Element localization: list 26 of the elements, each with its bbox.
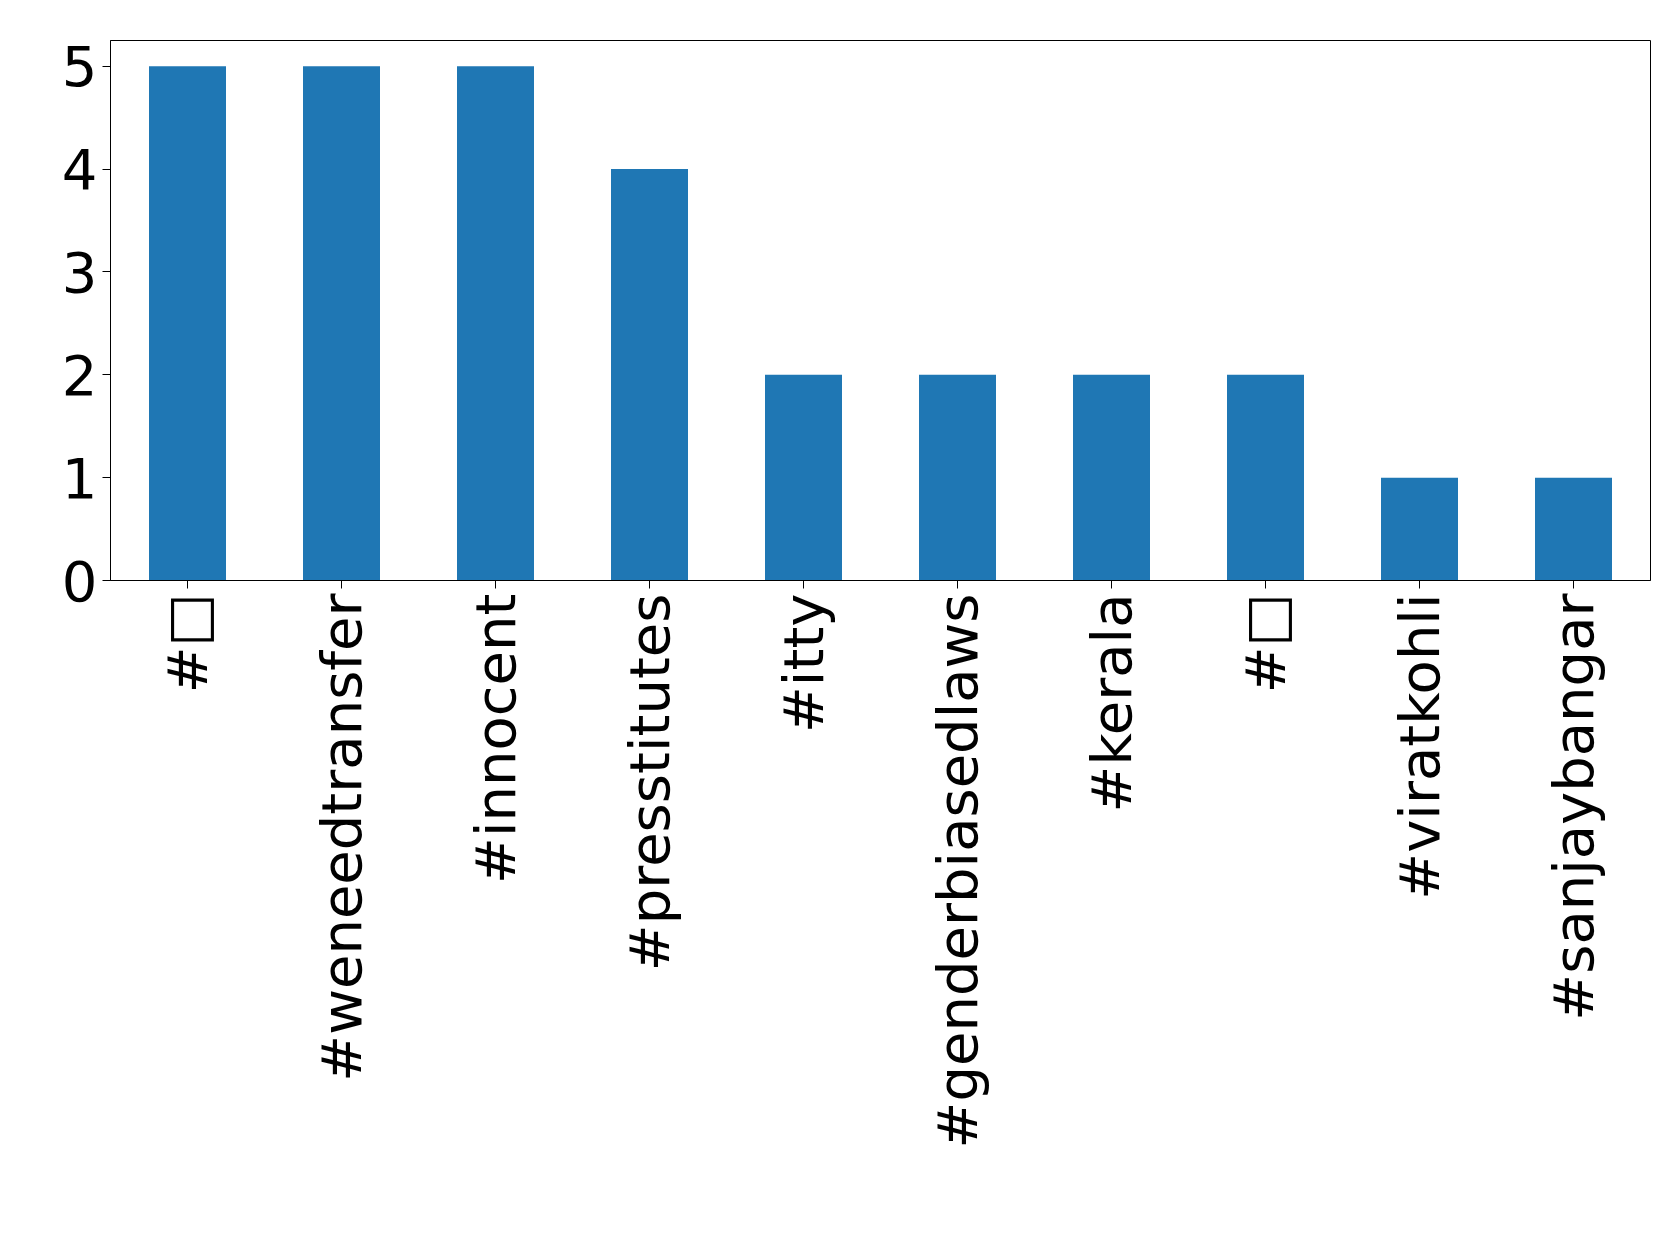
x-tick-label: #weneedtransfer [309, 592, 374, 1082]
y-tick-label: 5 [61, 34, 98, 100]
bar [611, 169, 688, 581]
bar [303, 66, 380, 581]
x-tick-label: #presstitutes [617, 593, 682, 972]
x-tick-label: #innocent [463, 593, 528, 884]
x-tick-label: #itty [771, 593, 836, 734]
x-tick-label: #kerala [1079, 593, 1144, 813]
bar [1535, 477, 1612, 581]
y-tick-label: 4 [61, 137, 98, 203]
x-tick-label: #sanjaybangar [1541, 592, 1606, 1021]
bar [765, 374, 842, 581]
y-tick-label: 0 [61, 548, 98, 614]
bar [1073, 374, 1150, 581]
y-tick-label: 3 [61, 239, 98, 305]
x-tick-label: #viratkohli [1387, 593, 1452, 900]
bar [1381, 477, 1458, 581]
bar [149, 66, 226, 581]
bar [1227, 374, 1304, 581]
x-tick-label: #□ [1233, 593, 1298, 694]
x-tick-label: #genderbiasedlaws [925, 593, 990, 1149]
bar [919, 374, 996, 581]
y-tick-label: 1 [61, 445, 98, 511]
x-tick-label: #□ [155, 593, 220, 694]
y-tick-label: 2 [61, 342, 98, 408]
bar [457, 66, 534, 581]
